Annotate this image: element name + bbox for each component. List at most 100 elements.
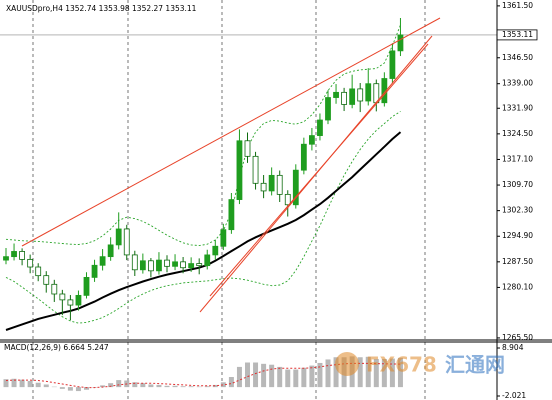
macd-bar [59,387,65,389]
candle-body [164,259,170,267]
macd-bar [333,357,339,388]
candle-body [99,256,106,266]
candle-body [204,254,211,267]
candle-body [308,135,315,145]
macd-bar [67,387,73,391]
candle-body [268,174,275,192]
watermark-name: 汇通网 [445,353,505,377]
candle-body [27,259,34,268]
watermark: FX678 汇通网 [335,352,505,377]
macd-bar [365,356,371,388]
macd-bar [35,382,41,388]
macd-signal [5,362,401,389]
macd-bar [293,369,299,388]
bollinger-lower [5,111,401,324]
candle-body [156,259,162,272]
y-tick-label: 1302.30 [502,206,533,215]
trend-line [209,43,429,297]
candle-body [349,88,356,105]
watermark-brand: FX678 [366,353,437,377]
candle-body [75,294,82,306]
candle-body [252,155,259,184]
y-tick-label: 1280.10 [502,282,533,291]
candle-body [284,193,291,206]
candle-body [341,91,348,105]
candle-body [212,245,219,256]
candle-body [357,88,364,102]
macd-bar [261,363,267,388]
macd-bar [84,387,89,390]
y-tick-label: 1294.90 [502,231,533,240]
bollinger-upper [5,24,401,247]
candle-body [228,199,235,231]
macd-bar [188,386,194,388]
candle-body [397,34,404,52]
macd-bar [43,384,49,388]
candle-body [172,261,178,267]
macd-bar [116,380,122,388]
candle-body [3,256,9,261]
macd-bar [277,366,283,388]
macd-bar [381,359,387,388]
macd-title: MACD(12,26,9) 6.664 5.247 [4,343,109,352]
candle-body [91,264,98,278]
macd-bar [245,362,250,388]
y-tick-label: 1317.10 [502,154,533,163]
candle-body [43,275,50,285]
macd-bar [309,365,315,388]
y-tick-label: 1346.50 [502,53,533,62]
candle-body [292,169,299,206]
macd-bar [164,385,170,388]
watermark-logo [335,352,359,376]
moving-average [5,131,402,331]
candle-body [51,283,58,295]
y-tick-label: 1331.90 [502,103,533,112]
macd-bar [373,359,379,388]
candle-body [147,260,154,272]
macd-bar [172,385,178,388]
macd-bar [236,366,242,388]
macd-bar [389,358,395,388]
y-tick-label: 1287.50 [502,257,533,266]
candle-body [19,251,26,260]
last-price-label: 1353.11 [502,30,533,39]
candle-body [389,50,396,79]
macd-bar [100,385,106,388]
candle-body [325,97,331,121]
candle-body [107,244,114,258]
y-tick-label: 8.904 [502,343,524,352]
candle-body [139,260,146,271]
y-tick-label: -2.021 [502,391,526,400]
macd-bar [108,383,114,388]
candle-body [188,263,195,269]
macd-bar [357,357,363,388]
chart-title: XAUUSDpro,H4 1352.74 1353.98 1352.27 135… [6,4,197,13]
candle-body [300,143,307,171]
candle-body [11,251,17,258]
macd-bar [148,384,154,388]
macd-bar [204,386,210,388]
candle-body [35,266,42,277]
macd-bar [325,359,331,388]
macd-bar [156,384,162,388]
macd-bar [75,387,81,392]
candle-body [115,228,122,246]
y-tick-label: 1309.70 [502,180,533,189]
macd-bar [253,362,259,388]
candle-body [59,293,66,301]
candle-body [123,228,130,256]
macd-bar [212,384,218,388]
candle-body [365,83,372,102]
macd-bar [27,380,33,388]
macd-bar [132,382,138,388]
y-tick-label: 1361.50 [502,1,533,10]
macd-bar [269,364,275,388]
macd-bar [397,357,403,388]
y-tick-label: 1339.00 [502,79,533,88]
candle-body [236,140,243,200]
macd-bar [228,377,234,388]
candle-body [317,119,323,136]
candle-body [244,140,251,157]
